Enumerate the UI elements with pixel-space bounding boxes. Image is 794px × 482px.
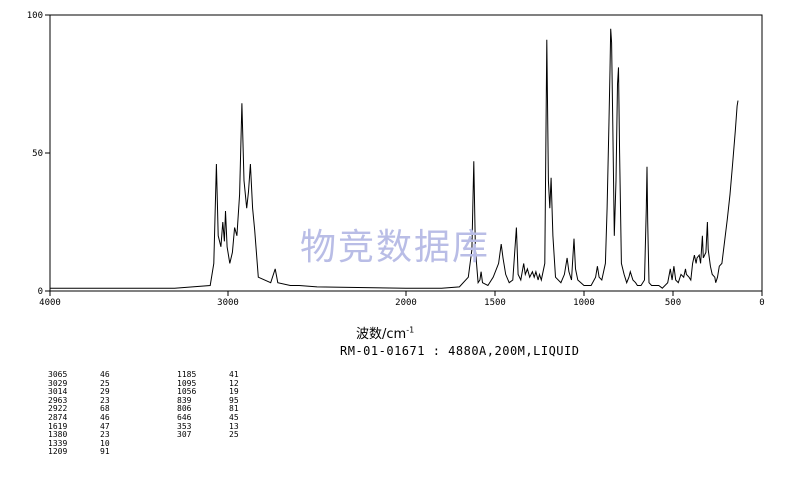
peak-intensity: 46 — [100, 370, 110, 379]
peak-intensity: 23 — [100, 395, 110, 405]
x-tick-label: 3000 — [217, 298, 239, 308]
y-tick-label: 100 — [27, 11, 43, 21]
peak-row: 1095 12 — [177, 378, 249, 389]
peak-intensity: 47 — [100, 421, 110, 431]
peak-wavenumber: 1209 — [48, 447, 68, 457]
x-tick-label: 0 — [759, 298, 764, 308]
peak-wavenumber: 1619 — [48, 421, 68, 431]
x-tick-label: 2000 — [395, 298, 417, 308]
peak-row: 1185 41 — [177, 370, 249, 380]
peak-row: 1380 23 — [48, 431, 120, 440]
peak-wavenumber: 307 — [177, 430, 192, 440]
peak-intensity: 45 — [229, 412, 239, 422]
peak-wavenumber: 839 — [177, 395, 192, 405]
peak-intensity: 68 — [100, 404, 110, 414]
peak-row: 1056 19 — [177, 388, 249, 397]
peak-wavenumber: 2963 — [48, 395, 68, 405]
peak-row: 2922 68 — [48, 405, 120, 414]
spectrum-caption: RM-01-01671 : 4880A,200M,LIQUID — [340, 344, 580, 358]
peak-intensity: 81 — [229, 404, 239, 414]
y-tick-label: 50 — [32, 149, 43, 159]
peak-intensity: 29 — [100, 387, 110, 397]
peak-row: 646 45 — [177, 412, 249, 423]
peak-wavenumber: 2922 — [48, 404, 68, 414]
x-tick-label: 1000 — [573, 298, 595, 308]
peak-intensity: 91 — [100, 447, 110, 457]
peak-row: 3029 25 — [48, 378, 120, 389]
peak-wavenumber: 646 — [177, 412, 192, 422]
peak-wavenumber: 1056 — [177, 387, 197, 397]
peak-row: 1619 47 — [48, 421, 120, 432]
x-tick-label: 500 — [665, 298, 681, 308]
peak-intensity: 23 — [100, 430, 110, 440]
peak-row: 1339 10 — [48, 438, 120, 449]
peak-row: 307 25 — [177, 431, 249, 440]
peak-intensity: 12 — [229, 378, 239, 388]
peak-wavenumber: 1339 — [48, 438, 68, 448]
peak-row: 1209 91 — [48, 448, 120, 457]
watermark-text: 物竞数据库 — [300, 227, 491, 268]
peak-intensity: 19 — [229, 387, 239, 397]
peak-row: 2963 23 — [48, 395, 120, 406]
peak-row: 353 13 — [177, 421, 249, 432]
peak-intensity: 25 — [100, 378, 110, 388]
peak-wavenumber: 1185 — [177, 370, 197, 379]
peak-row: 839 95 — [177, 395, 249, 406]
x-axis-label-main: 波数/cm — [356, 327, 407, 342]
peak-table-column-1: 3065 46 3029 25 3014 29 2963 23 2922 68 2874 46 1619… — [48, 370, 120, 457]
peak-wavenumber: 3029 — [48, 378, 68, 388]
peak-row: 3065 46 — [48, 370, 120, 380]
peak-wavenumber: 1380 — [48, 430, 68, 440]
peak-wavenumber: 3014 — [48, 387, 68, 397]
x-axis-label: 波数/cm-1 — [356, 323, 414, 342]
peak-intensity: 10 — [100, 438, 110, 448]
peak-intensity: 46 — [100, 412, 110, 422]
peak-intensity: 41 — [229, 370, 239, 379]
peak-wavenumber: 3065 — [48, 370, 68, 379]
peak-intensity: 13 — [229, 421, 239, 431]
peak-wavenumber: 353 — [177, 421, 192, 431]
x-axis-label-superscript: -1 — [406, 325, 415, 335]
peak-row: 2874 46 — [48, 412, 120, 423]
peak-row: 3014 29 — [48, 388, 120, 397]
peak-intensity: 95 — [229, 395, 239, 405]
peak-row: 806 81 — [177, 405, 249, 414]
spectrum-line — [50, 28, 739, 289]
peak-intensity: 25 — [229, 430, 239, 440]
peak-table-column-2: 1185 41 1095 12 1056 19 839 95 806 81 646 45 353 13 30… — [177, 370, 249, 440]
x-tick-label: 1500 — [484, 298, 506, 308]
y-tick-label: 0 — [38, 287, 43, 297]
x-tick-label: 4000 — [39, 298, 61, 308]
peak-wavenumber: 2874 — [48, 412, 68, 422]
peak-wavenumber: 806 — [177, 404, 192, 414]
peak-wavenumber: 1095 — [177, 378, 197, 388]
